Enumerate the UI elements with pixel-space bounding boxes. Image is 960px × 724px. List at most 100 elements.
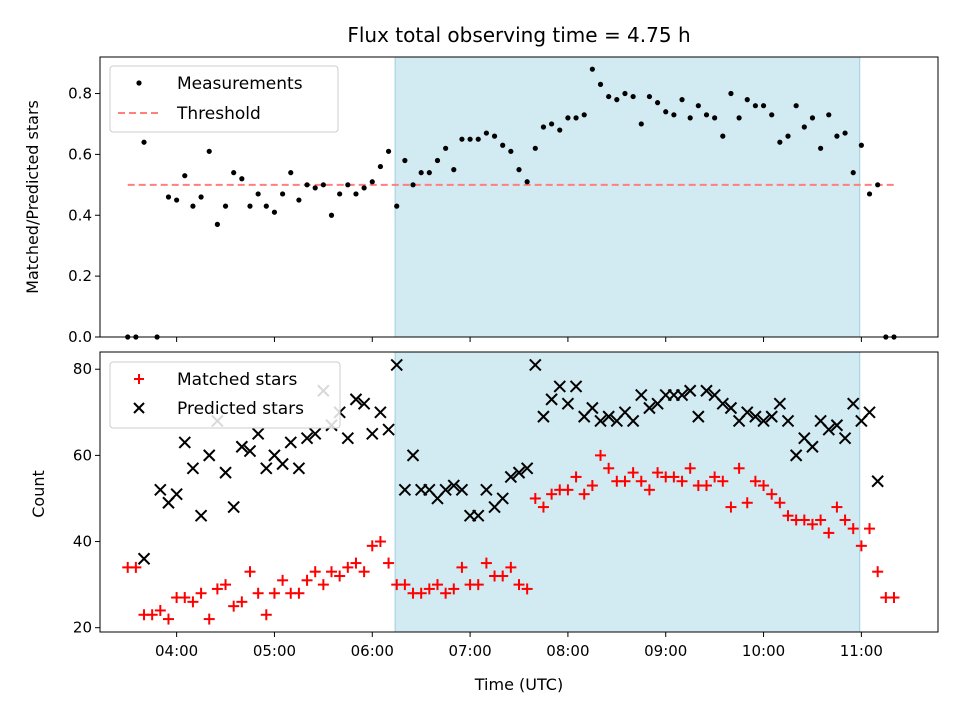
measurement-point [695,103,701,109]
predicted-star-point [260,462,273,475]
measurement-point [630,93,636,100]
predicted-star-point [635,388,648,402]
measurement-point [312,185,318,191]
matched-star-point [709,471,721,483]
measurement-point [597,81,604,87]
predicted-star-point [447,479,460,492]
matched-star-point [252,587,264,599]
measurement-point [712,115,718,121]
matched-star-point [749,475,761,487]
predicted-star-point [357,397,371,410]
predicted-star-point [757,414,770,428]
predicted-star-point [504,470,518,484]
predicted-star-point [341,431,355,445]
predicted-star-point [235,440,249,453]
predicted-star-point [292,462,306,475]
measurement-point [328,212,335,218]
predicted-star-point [349,393,363,406]
matched-star-point [798,514,810,526]
predicted-star-point [154,483,167,497]
measurement-point [353,191,359,197]
measurement-point [744,97,750,103]
measurement-point [858,142,864,148]
matched-star-point [415,587,427,599]
predicted-star-point [496,492,509,505]
measurement-point [540,124,547,130]
matched-star-point [806,518,818,530]
measurement-point [720,133,726,139]
predicted-star-point [692,410,705,423]
legend-measurements-label: Measurements [177,74,303,94]
matched-star-point [187,596,199,608]
measurement-point [866,191,873,197]
matched-star-point [277,574,289,586]
matched-star-point [864,523,876,535]
measurement-point [426,170,432,176]
matched-star-point [521,583,533,595]
matched-star-point [203,613,215,625]
bottom-axes-frame [99,351,939,633]
predicted-star-point [374,406,387,419]
matched-star-point [220,579,232,591]
matched-star-point [537,501,549,513]
predicted-star-point [586,401,599,415]
matched-star-point [293,587,305,599]
matched-star-point [684,462,696,474]
measurement-point [475,136,481,142]
predicted-star-point [390,358,403,372]
bottom-x-axis-label: Time (UTC) [474,675,563,694]
measurement-point [687,115,693,121]
chart-title: Flux total observing time = 4.75 h [347,23,690,47]
matched-star-point [815,514,827,526]
predicted-star-point [838,431,852,445]
matched-star-point [603,462,615,474]
predicted-star-point [243,444,257,458]
matched-star-point [513,579,525,591]
matched-star-point [872,566,884,578]
predicted-star-point [170,487,183,501]
measurement-point [320,182,326,188]
matched-star-point [260,609,272,621]
bottom-xtick-label: 05:00 [253,642,296,660]
matched-star-point [586,480,598,492]
matched-star-point [529,492,541,504]
predicted-star-point [830,419,844,432]
predicted-star-point [749,410,762,423]
matched-star-point [627,467,639,479]
bottom-legend: Matched stars Predicted stars [109,361,341,429]
measurement-point [222,203,229,209]
measurement-point [377,163,384,170]
matched-star-point [179,592,191,604]
predicted-star-point [724,401,738,415]
matched-star-point [676,475,688,487]
matched-star-point [211,583,223,595]
measurement-point [443,145,449,151]
measurement-point [247,203,253,209]
bottom-panel: 20 40 60 80 04:00 05:00 06:00 07:00 08:00 09:00 1… [29,351,939,694]
predicted-star-point [643,401,656,415]
predicted-star-point [863,406,876,419]
measurement-point [418,170,424,176]
predicted-star-point [137,552,151,565]
matched-star-point [326,566,338,578]
top-shaded-region [394,56,861,338]
matched-star-point [130,561,142,573]
measurement-point [809,115,816,121]
measurement-point [654,100,661,106]
matched-star-point [350,557,362,569]
measurement-point [777,139,783,145]
matched-star-point [309,566,321,578]
bottom-ytick-label: 80 [73,360,92,378]
predicted-star-point [594,414,607,428]
measurement-point [263,203,269,209]
measurement-point [736,115,742,121]
measurement-point [826,112,832,118]
top-y-axis-label: Matched/Predicted stars [23,100,42,294]
matched-star-point [562,484,574,496]
matched-star-point [888,592,900,604]
matched-star-point [635,475,647,487]
bottom-ytick-label: 60 [73,446,92,464]
predicted-star-point [537,410,550,423]
measurement-point [410,182,416,188]
predicted-star-point [847,397,860,410]
